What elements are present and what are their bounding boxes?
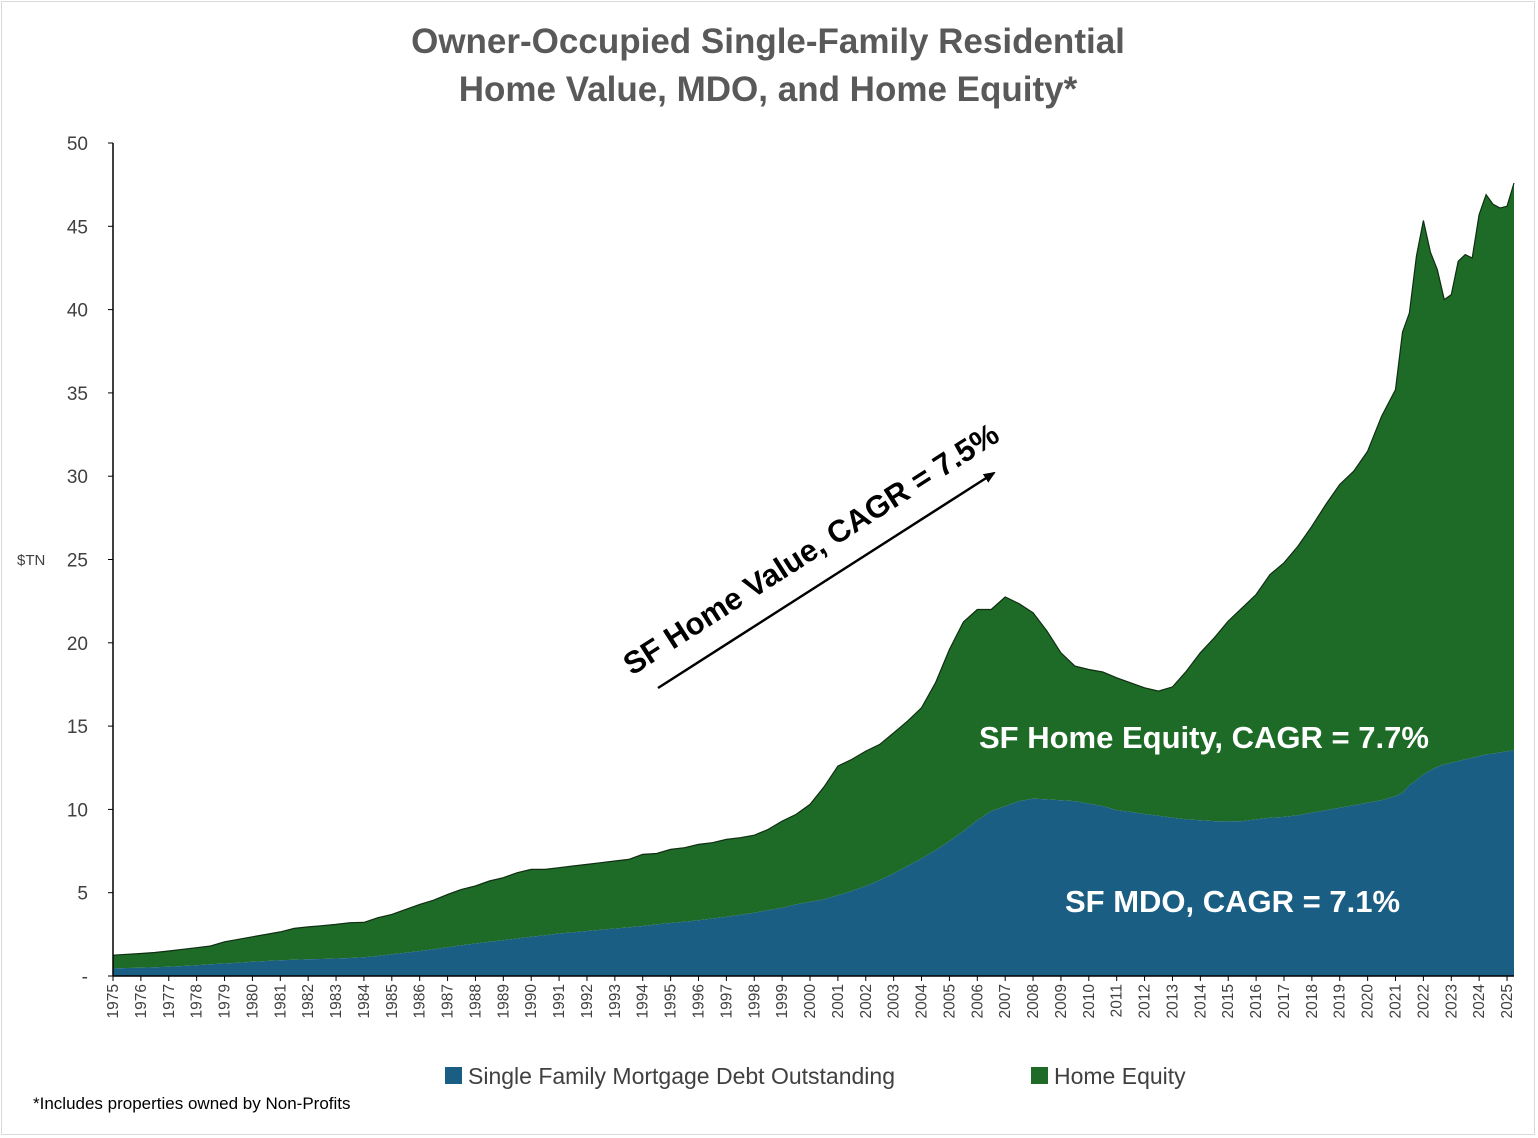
- x-tick-label: 2010: [1081, 984, 1098, 1019]
- x-tick-label: 2007: [997, 984, 1014, 1018]
- legend-swatch-mdo: [445, 1067, 462, 1084]
- y-tick-label: 15: [67, 717, 88, 738]
- x-tick-label: 1981: [272, 984, 289, 1018]
- x-tick-label: 2020: [1360, 984, 1377, 1019]
- x-tick-label: 1982: [300, 984, 317, 1018]
- x-tick-label: 1989: [495, 984, 512, 1018]
- home-value-outline: [112, 182, 1515, 956]
- x-tick-label: 2012: [1137, 984, 1154, 1018]
- x-tick-label: 1975: [105, 984, 122, 1018]
- y-tick-label: 50: [67, 134, 88, 155]
- x-tick-label: 2002: [858, 984, 875, 1018]
- y-tick-label: 5: [77, 884, 88, 905]
- x-tick-label: 1996: [691, 984, 708, 1018]
- x-tick-label: 2019: [1332, 984, 1349, 1018]
- x-tick-label: 1990: [523, 984, 540, 1019]
- legend-label-equity: Home Equity: [1054, 1063, 1186, 1089]
- x-tick-label: 2024: [1471, 984, 1488, 1019]
- x-tick-label: 1986: [412, 984, 429, 1018]
- x-tick-label: 1999: [774, 984, 791, 1018]
- x-tick-label: 1985: [384, 984, 401, 1018]
- x-tick-label: 2025: [1499, 984, 1516, 1018]
- x-tick-label: 2015: [1220, 984, 1237, 1018]
- x-tick-label: 2014: [1192, 984, 1209, 1019]
- y-tick-label: 35: [67, 384, 88, 405]
- x-tick-label: 1980: [244, 984, 261, 1019]
- annotation-mdo: SF MDO, CAGR = 7.1%: [1065, 884, 1400, 919]
- x-tick-label: 2011: [1109, 984, 1126, 1017]
- x-tick-label: 2022: [1415, 984, 1432, 1018]
- x-tick-label: 1997: [718, 984, 735, 1018]
- x-tick-label: 2009: [1053, 984, 1070, 1018]
- area-home-equity: [113, 183, 1514, 969]
- x-tick-label: 2000: [802, 984, 819, 1019]
- y-tick-label: 25: [67, 551, 88, 572]
- y-tick-label: 30: [67, 467, 88, 488]
- x-tick-label: 1995: [663, 984, 680, 1018]
- x-tick-label: 2017: [1276, 984, 1293, 1018]
- x-tick-label: 2021: [1388, 984, 1405, 1018]
- x-tick-label: 1988: [467, 984, 484, 1018]
- x-tick-label: 2005: [941, 984, 958, 1018]
- plot-areas: [112, 182, 1515, 976]
- x-tick-label: 1994: [635, 984, 652, 1019]
- y-tick-label: 20: [67, 634, 88, 655]
- x-axis-ticks: 1975 1976 1977 1978 1979 1980 1981 1982 1983 1984…: [105, 976, 1516, 1018]
- legend-label-mdo: Single Family Mortgage Debt Outstanding: [468, 1063, 895, 1089]
- x-tick-label: 2018: [1304, 984, 1321, 1018]
- annotation-home-equity: SF Home Equity, CAGR = 7.7%: [979, 720, 1429, 755]
- annotation-home-value: SF Home Value, CAGR = 7.5%: [617, 416, 1005, 682]
- x-tick-label: 1978: [189, 984, 206, 1018]
- chart-title: Owner-Occupied Single-Family Residential: [411, 22, 1125, 61]
- chart-subtitle: Home Value, MDO, and Home Equity*: [459, 70, 1078, 109]
- x-tick-label: 1998: [746, 984, 763, 1018]
- y-tick-label: 10: [67, 800, 88, 821]
- x-tick-label: 2016: [1248, 984, 1265, 1018]
- x-tick-label: 2003: [886, 984, 903, 1018]
- x-tick-label: 1977: [161, 984, 178, 1018]
- x-tick-label: 2004: [914, 984, 931, 1019]
- x-tick-label: 2008: [1025, 984, 1042, 1018]
- y-axis-label: $TN: [17, 552, 45, 569]
- y-tick-label: 40: [67, 301, 88, 322]
- x-tick-label: 1976: [133, 984, 150, 1018]
- y-tick-label: 45: [67, 217, 88, 238]
- x-tick-label: 1991: [551, 984, 568, 1018]
- x-tick-label: 1983: [328, 984, 345, 1018]
- x-tick-label: 1984: [356, 984, 373, 1019]
- legend-swatch-equity: [1031, 1067, 1048, 1084]
- area-mdo: [113, 750, 1514, 976]
- x-tick-label: 1993: [607, 984, 624, 1018]
- x-tick-label: 1987: [440, 984, 457, 1018]
- x-tick-label: 2006: [969, 984, 986, 1018]
- home-value-arrow: [657, 471, 996, 690]
- y-axis-ticks: - 5 10 15 20 25 30 35 40 45 50: [67, 134, 113, 988]
- x-tick-label: 2013: [1165, 984, 1182, 1018]
- y-tick-label: -: [82, 967, 88, 988]
- legend: Single Family Mortgage Debt Outstanding …: [445, 1063, 1186, 1089]
- x-tick-label: 2023: [1443, 984, 1460, 1018]
- x-tick-label: 1992: [579, 984, 596, 1018]
- footnote: *Includes properties owned by Non-Profit…: [33, 1094, 351, 1113]
- x-tick-label: 2001: [830, 984, 847, 1018]
- x-tick-label: 1979: [217, 984, 234, 1018]
